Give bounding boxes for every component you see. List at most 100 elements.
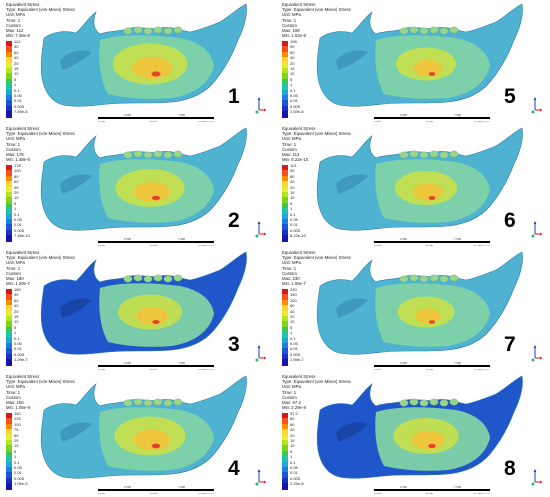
scale-tick: 7.500	[454, 485, 461, 489]
scale-tick: 5.000	[426, 243, 433, 247]
scale-tick: 2.500	[124, 113, 131, 117]
legend-swatch	[282, 57, 288, 64]
color-legend: 112 90 60 40 20 15 10 5 1 0.1 0.05 0.01 0.005 7.49e-8	[6, 40, 28, 118]
stress-region-peak	[133, 429, 171, 451]
legend-label: 100	[14, 421, 21, 427]
jaw-shadow	[336, 50, 368, 70]
result-max: Max: 230	[282, 276, 300, 282]
legend-swatch	[282, 73, 288, 80]
legend-swatch	[6, 202, 12, 210]
tooth-crown	[449, 150, 459, 158]
legend-label: 15	[14, 66, 19, 71]
mandible-model	[316, 3, 523, 107]
legend-label: 0.01	[14, 346, 22, 352]
result-type: Type: Equivalent (von-Mises) Stress	[6, 7, 75, 13]
scale-tick: 7.500	[178, 237, 185, 241]
result-header: Equivalent Stress Type: Equivalent (von-…	[6, 374, 75, 410]
legend-label: 0.1	[14, 335, 20, 341]
legend-swatch	[282, 413, 288, 420]
legend-label: 5	[14, 76, 17, 82]
tooth-crown	[399, 151, 409, 159]
jaw-shadow	[336, 174, 368, 194]
result-unit: Unit: MPa	[6, 12, 25, 18]
tooth-crown	[429, 274, 439, 282]
legend-label: 0.1	[290, 87, 296, 93]
legend-swatch	[282, 51, 288, 59]
legend-label: 10	[14, 443, 19, 449]
legend-label: 60	[290, 421, 295, 427]
tooth-crown	[163, 399, 173, 407]
scale-tick: 7.500	[178, 113, 185, 117]
legend-swatch	[6, 467, 12, 474]
legend-swatch	[282, 294, 288, 301]
tooth-crown	[153, 26, 163, 34]
legend-swatch	[6, 100, 12, 107]
legend-swatch	[6, 434, 12, 442]
legend-label: 0.1	[14, 87, 20, 93]
legend-label: 0.01	[14, 222, 22, 228]
legend-label: 178	[14, 163, 21, 168]
legend-label: 60	[290, 49, 295, 55]
legend-swatch	[6, 418, 12, 425]
result-max: Max: 180	[6, 276, 24, 282]
tooth-crown	[123, 27, 133, 35]
legend-label: 7.49e-8	[14, 109, 28, 115]
legend-label: 5	[290, 448, 293, 454]
result-custom: Custom	[282, 394, 297, 400]
result-unit: Unit: MPa	[282, 12, 301, 18]
stress-hotspot	[428, 196, 436, 200]
result-min: Min: 1.48e-8	[6, 157, 30, 163]
scale-tick: 2.500	[124, 237, 131, 241]
scale-tick: 10.000 (mm)	[474, 119, 490, 123]
legend-label: 20	[14, 60, 19, 66]
legend-label: 1.29e-7	[14, 357, 28, 363]
legend-swatch	[6, 235, 12, 242]
legend-swatch	[282, 186, 288, 194]
legend-swatch	[6, 450, 12, 458]
jaw-shadow	[60, 422, 92, 442]
legend-label: 1.05e-9	[14, 481, 28, 487]
legend-label: 0.005	[290, 227, 301, 233]
legend-swatch	[282, 170, 288, 177]
tooth-crown	[153, 150, 163, 158]
axis-triad-icon	[255, 221, 267, 238]
legend-swatch	[6, 423, 12, 431]
legend-label: 0.05	[14, 93, 22, 98]
jaw-shadow	[336, 422, 368, 442]
legend-label: 0.01	[14, 470, 22, 476]
stress-hotspot	[152, 319, 160, 325]
scale-bar: 0.000 5.000 10.000 (mm) 2.500 7.500	[98, 113, 216, 122]
legend-swatch	[282, 175, 288, 183]
result-min: Min: 2.29e-8	[282, 405, 306, 411]
result-custom: Custom	[282, 270, 297, 276]
legend-label: 0.01	[290, 470, 298, 476]
legend-label: 15	[290, 190, 295, 195]
legend-swatch	[282, 78, 288, 86]
color-legend: 180 90 60 40 20 15 10 5 1 0.1 0.05 0.01 0.005 1.29e-7	[6, 288, 28, 366]
legend-swatch	[6, 105, 12, 113]
legend-label: 75	[14, 427, 19, 433]
legend-label: 230	[290, 287, 297, 292]
scale-tick: 5.000	[150, 367, 157, 371]
result-type: Type: Equivalent (von-Mises) Stress	[282, 7, 351, 13]
legend-swatch	[6, 84, 12, 91]
color-legend: 113 90 60 40 20 15 10 5 1 0.1 0.05 0.01 0.005 8.22e-1…	[282, 164, 306, 242]
result-max: Max: 112	[6, 28, 24, 34]
jaw-shadow	[60, 298, 92, 318]
legend-swatch	[282, 41, 288, 48]
result-type: Type: Equivalent (von-Mises) Stress	[282, 131, 351, 137]
tooth-crown	[143, 27, 153, 35]
result-header: Equivalent Stress Type: Equivalent (von-…	[6, 250, 75, 286]
legend-label: 150	[290, 292, 297, 298]
stress-region-peak	[413, 59, 443, 77]
scale-tick: 0.000	[374, 491, 381, 495]
legend-label: 1	[14, 454, 17, 460]
legend-swatch	[282, 95, 288, 102]
result-custom: Custom	[6, 22, 21, 28]
legend-label: 0.05	[290, 217, 298, 222]
legend-swatch	[6, 181, 12, 188]
result-time: Time: 1	[282, 141, 297, 147]
stress-hotspot	[428, 320, 436, 324]
result-type: Type: Equivalent (von-Mises) Stress	[6, 131, 75, 137]
legend-swatch	[6, 62, 12, 70]
